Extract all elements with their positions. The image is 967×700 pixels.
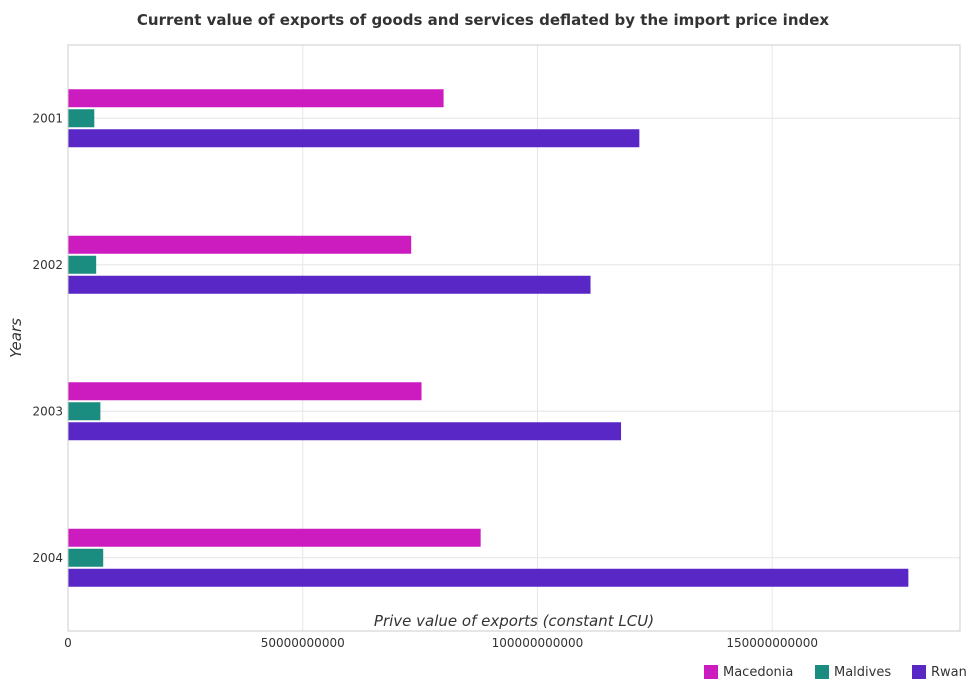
bar-rwanda-2002 bbox=[68, 275, 591, 294]
bar-rwanda-2004 bbox=[68, 568, 909, 587]
y-axis-label: Years bbox=[7, 318, 25, 358]
y-tick-label: 2004 bbox=[32, 551, 63, 565]
legend-swatch-rwanda bbox=[912, 665, 926, 679]
bar-macedonia-2001 bbox=[68, 89, 444, 108]
bar-maldives-2004 bbox=[68, 548, 104, 567]
bar-macedonia-2003 bbox=[68, 382, 422, 401]
x-tick-label: 150000000000 bbox=[726, 636, 818, 650]
plot-frame bbox=[67, 44, 961, 632]
y-tick-labels: 2001 2002 2003 2004 bbox=[32, 111, 63, 565]
bar-macedonia-2002 bbox=[68, 235, 412, 254]
bars bbox=[68, 89, 909, 587]
x-tick-label: 0 bbox=[64, 636, 72, 650]
legend-swatch-maldives bbox=[815, 665, 829, 679]
chart-title: Current value of exports of goods and se… bbox=[137, 11, 830, 29]
x-axis-label: Prive value of exports (constant LCU) bbox=[374, 612, 654, 630]
legend-label-rwanda: Rwanda bbox=[931, 665, 967, 680]
x-tick-label: 100000000000 bbox=[492, 636, 584, 650]
bar-maldives-2003 bbox=[68, 402, 101, 421]
x-tick-labels: 0 50000000000 100000000000 150000000000 bbox=[64, 636, 818, 650]
bar-macedonia-2004 bbox=[68, 528, 481, 547]
bar-rwanda-2001 bbox=[68, 129, 640, 148]
y-tick-label: 2002 bbox=[32, 258, 63, 272]
bar-maldives-2001 bbox=[68, 109, 95, 128]
bar-rwanda-2003 bbox=[68, 422, 622, 441]
x-tick-label: 50000000000 bbox=[261, 636, 345, 650]
y-tick-label: 2003 bbox=[32, 404, 63, 418]
legend-label-macedonia: Macedonia bbox=[723, 665, 793, 680]
legend-swatch-macedonia bbox=[704, 665, 718, 679]
y-tick-label: 2001 bbox=[32, 111, 63, 125]
legend-label-maldives: Maldives bbox=[834, 665, 891, 680]
legend: Macedonia Maldives Rwanda bbox=[704, 665, 967, 680]
bar-maldives-2002 bbox=[68, 255, 97, 274]
